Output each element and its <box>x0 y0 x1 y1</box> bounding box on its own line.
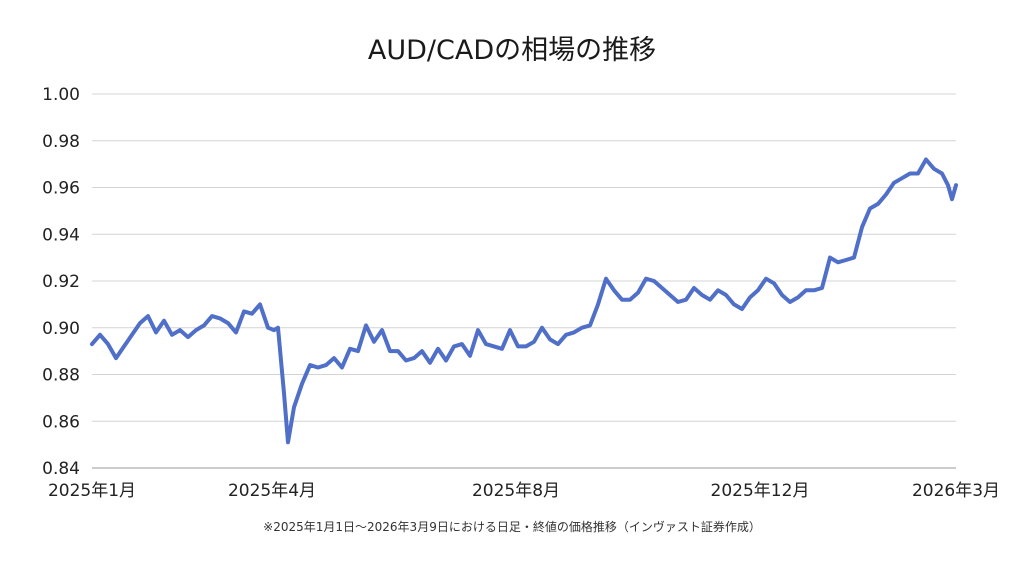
y-tick-label: 0.86 <box>42 412 80 432</box>
y-tick-label: 0.94 <box>42 225 80 245</box>
y-tick-label: 0.90 <box>42 319 80 339</box>
x-tick-label: 2025年12月 <box>711 481 810 501</box>
y-tick-label: 0.88 <box>42 366 80 386</box>
y-tick-label: 0.98 <box>42 132 80 152</box>
y-tick-label: 0.84 <box>42 459 80 479</box>
chart-footnote: ※2025年1月1日〜2026年3月9日における日足・終値の価格推移（インヴァス… <box>263 520 761 534</box>
x-axis-ticks: 2025年1月 2025年4月 2025年8月 2025年12月 2026年3月 <box>48 481 1000 501</box>
y-tick-label: 1.00 <box>42 85 80 105</box>
y-tick-label: 0.96 <box>42 179 80 199</box>
y-tick-label: 0.92 <box>42 272 80 292</box>
series-layer <box>90 157 958 445</box>
x-tick-label: 2025年1月 <box>48 481 136 501</box>
x-tick-label: 2025年4月 <box>228 481 316 501</box>
series-line <box>90 157 958 445</box>
chart-title: AUD/CADの相場の推移 <box>367 35 657 66</box>
y-axis-ticks: 0.84 0.86 0.88 0.90 0.92 0.94 0.96 0.98 1.00 <box>42 85 80 479</box>
x-tick-label: 2025年8月 <box>472 481 560 501</box>
gridlines <box>92 93 956 469</box>
x-tick-label: 2026年3月 <box>912 481 1000 501</box>
